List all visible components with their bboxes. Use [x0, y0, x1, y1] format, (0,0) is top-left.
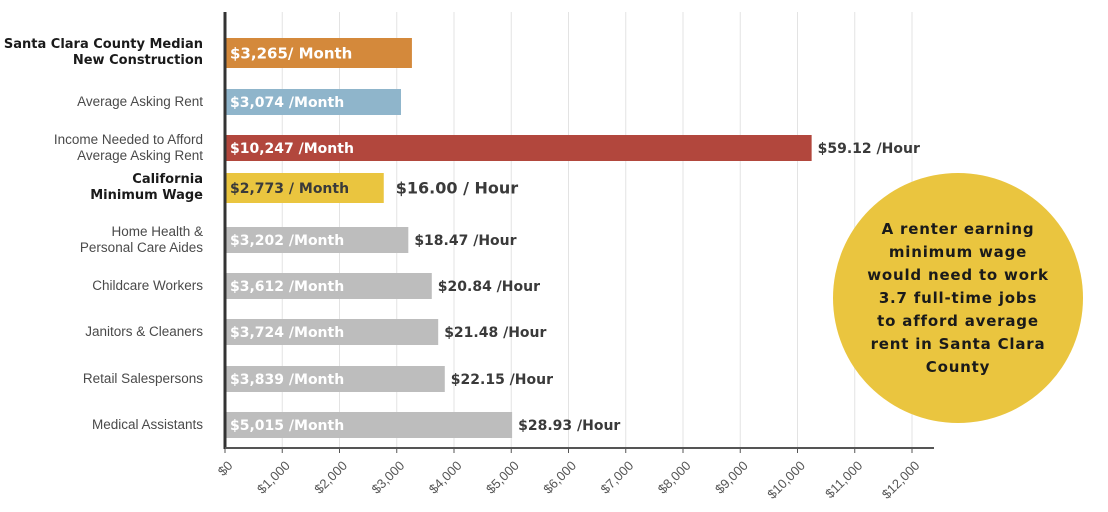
bar — [225, 227, 409, 253]
bar — [225, 173, 384, 203]
y-tick-label: Home Health & Personal Care Aides — [79, 224, 203, 255]
y-tick-label: Medical Assistants — [91, 417, 203, 432]
bar — [225, 319, 439, 345]
x-tick-label: $2,000 — [311, 458, 350, 497]
value-label: $10,247 /Month — [230, 141, 354, 157]
x-tick-label: $0 — [215, 458, 236, 479]
bar — [225, 412, 513, 438]
hourly-label: $18.47 /Hour — [414, 233, 516, 249]
x-tick-label: $6,000 — [540, 458, 579, 497]
annotation-bubble: A renter earning minimum wage would need… — [833, 173, 1083, 423]
hourly-label: $20.84 /Hour — [438, 279, 540, 295]
y-tick-label: California Minimum Wage — [90, 172, 203, 203]
y-tick-label: Janitors & Cleaners — [85, 324, 203, 339]
x-tick-label: $3,000 — [369, 458, 408, 497]
y-tick-label: Santa Clara County Median New Constructi… — [3, 37, 203, 68]
value-label: $2,773 / Month — [230, 181, 349, 197]
bar — [225, 38, 412, 68]
hourly-label: $21.48 /Hour — [444, 325, 546, 341]
x-tick-label: $12,000 — [879, 458, 923, 502]
x-tick-label: $5,000 — [483, 458, 522, 497]
hourly-label: $22.15 /Hour — [451, 372, 553, 388]
hourly-label: $16.00 / Hour — [396, 179, 519, 198]
hourly-label: $28.93 /Hour — [518, 418, 620, 434]
bar — [225, 366, 445, 392]
x-tick-label: $8,000 — [655, 458, 694, 497]
value-label: $3,612 /Month — [230, 279, 344, 295]
x-tick-label: $11,000 — [822, 458, 865, 501]
hourly-label: $59.12 /Hour — [818, 141, 920, 157]
y-tick-label: Childcare Workers — [92, 278, 203, 293]
value-label: $3,839 /Month — [230, 372, 344, 388]
bar — [225, 89, 401, 115]
y-tick-label: Income Needed to Afford Average Asking R… — [53, 132, 203, 163]
x-tick-label: $10,000 — [764, 458, 808, 502]
value-label: $3,202 /Month — [230, 233, 344, 249]
value-label: $3,074 /Month — [230, 95, 344, 111]
bar — [225, 273, 432, 299]
x-tick-label: $4,000 — [426, 458, 465, 497]
value-label: $5,015 /Month — [230, 418, 344, 434]
x-tick-label: $7,000 — [598, 458, 637, 497]
x-tick-label: $1,000 — [254, 458, 293, 497]
annotation-text: A renter earning minimum wage would need… — [867, 219, 1049, 376]
y-tick-label: Retail Salespersons — [82, 371, 203, 386]
value-label: $3,724 /Month — [230, 325, 344, 341]
x-tick-label: $9,000 — [712, 458, 751, 497]
bar — [225, 135, 812, 161]
value-label: $3,265/ Month — [230, 45, 352, 63]
grid — [281, 12, 913, 448]
y-tick-label: Average Asking Rent — [77, 94, 203, 109]
